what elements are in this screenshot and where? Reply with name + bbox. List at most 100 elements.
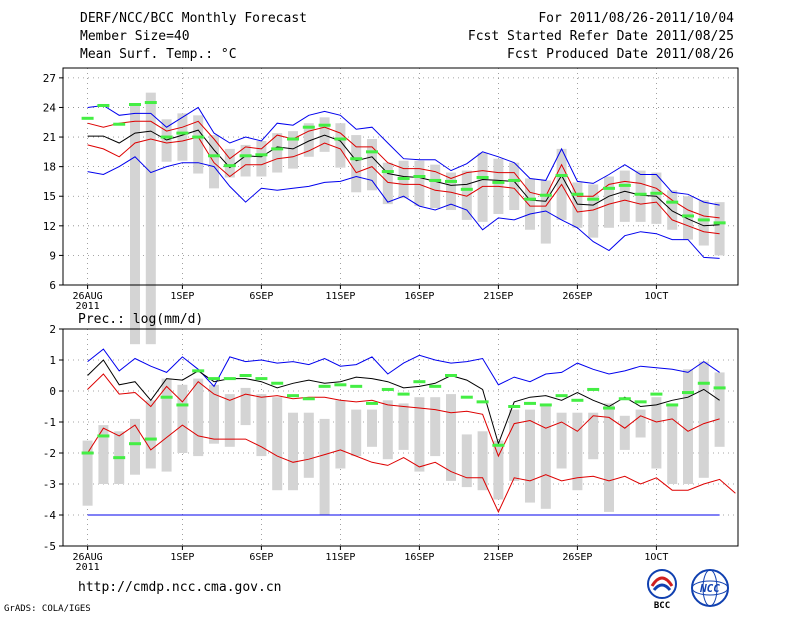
observed-mark <box>587 387 600 391</box>
ensemble-box <box>335 400 346 469</box>
ensemble-box <box>667 406 678 484</box>
ensemble-box <box>604 176 614 228</box>
ensemble-box <box>430 164 441 209</box>
observed-mark <box>223 377 236 381</box>
x-tick-label: 1SEP <box>170 291 194 302</box>
observed-mark <box>144 101 157 105</box>
y-tick-label: 12 <box>43 220 56 233</box>
ensemble-box <box>177 113 188 161</box>
ensemble-box <box>272 133 283 173</box>
ensemble-box <box>335 123 346 168</box>
observed-mark <box>571 398 584 402</box>
ensemble-box <box>193 115 204 174</box>
ensemble-box <box>446 394 456 481</box>
observed-mark <box>618 183 631 187</box>
ensemble-box <box>398 403 409 450</box>
y-tick-label: 15 <box>43 190 56 203</box>
observed-mark <box>160 395 173 399</box>
source-url[interactable]: http://cmdp.ncc.cma.gov.cn <box>78 580 282 595</box>
ensemble-box <box>382 162 393 205</box>
observed-mark <box>129 442 141 446</box>
x-tick-label: 26SEP <box>562 291 592 302</box>
ensemble-box <box>414 160 425 207</box>
observed-mark <box>239 154 252 158</box>
x-tick-label: 26SEP <box>562 552 592 563</box>
y-tick-label: 6 <box>49 279 56 292</box>
observed-mark <box>555 394 568 398</box>
observed-mark <box>460 187 473 191</box>
ensemble-box <box>477 152 488 222</box>
ensemble-box <box>240 387 251 426</box>
ensemble-box <box>130 418 140 475</box>
observed-mark <box>666 200 679 204</box>
ensemble-box <box>635 409 646 438</box>
refer-date: Fcst Started Refer Date 2011/08/25 <box>467 29 734 44</box>
ensemble-box <box>461 434 472 488</box>
bcc-logo: BCC <box>647 569 677 610</box>
ensemble-box <box>145 92 156 345</box>
observed-mark <box>255 377 268 381</box>
observed-mark <box>666 403 679 407</box>
ensemble-box <box>351 409 362 457</box>
observed-mark <box>650 392 663 396</box>
ensemble-box <box>698 200 709 246</box>
ensemble-box <box>509 409 520 481</box>
observed-mark <box>334 137 347 141</box>
ensemble-box <box>288 412 298 491</box>
observed-mark <box>508 405 521 408</box>
observed-mark <box>271 381 284 385</box>
x-tick-label: 1OCT <box>644 291 668 302</box>
forecast-period: For 2011/08/26-2011/10/04 <box>538 11 734 26</box>
series-line-mean <box>87 129 720 227</box>
observed-mark <box>176 403 189 407</box>
ensemble-box <box>493 440 504 500</box>
x-tick-label: 16SEP <box>404 552 434 563</box>
ensemble-box <box>240 144 251 177</box>
ensemble-box <box>272 397 283 491</box>
produced-date: Fcst Produced Date 2011/08/26 <box>507 47 734 62</box>
observed-mark <box>460 395 473 399</box>
observed-mark <box>508 178 521 182</box>
observed-mark <box>208 377 220 381</box>
y-tick-label: 1 <box>49 354 56 367</box>
ensemble-box <box>714 202 725 256</box>
observed-mark <box>381 387 394 391</box>
ensemble-box <box>698 361 709 478</box>
ensemble-box <box>651 172 662 224</box>
observed-mark <box>287 394 299 398</box>
ensemble-box <box>367 139 377 191</box>
plot-frame <box>62 67 739 286</box>
observed-mark <box>239 374 252 377</box>
ensemble-box <box>683 369 693 484</box>
x-tick-label: 21SEP <box>483 291 513 302</box>
observed-mark <box>555 174 568 178</box>
observed-mark <box>81 116 94 120</box>
ensemble-box <box>683 196 693 240</box>
observed-mark <box>223 164 236 168</box>
bcc-logo-wave <box>652 583 672 591</box>
ensemble-box <box>288 131 298 169</box>
ensemble-box <box>382 400 393 460</box>
ensemble-box <box>130 103 140 345</box>
plot-frame <box>62 328 739 547</box>
observed-mark <box>81 451 94 455</box>
ensemble-box <box>461 170 472 220</box>
observed-mark <box>713 386 726 390</box>
x-tick-sublabel: 2011 <box>76 301 100 312</box>
ensemble-box <box>256 140 267 177</box>
ensemble-box <box>209 135 219 189</box>
member-size-label: Member Size=40 <box>80 29 190 44</box>
ensemble-box <box>556 412 567 469</box>
grads-credit: GrADS: COLA/IGES <box>4 604 91 614</box>
observed-mark <box>429 178 442 182</box>
x-tick-label: 6SEP <box>249 552 273 563</box>
ensemble-box <box>619 170 630 222</box>
observed-mark <box>429 384 442 388</box>
ensemble-box <box>667 190 678 230</box>
ensemble-box <box>319 418 330 515</box>
ensemble-box <box>209 384 219 444</box>
ensemble-box <box>509 162 520 211</box>
observed-mark <box>413 175 426 178</box>
observed-mark <box>524 401 536 405</box>
ensemble-box <box>714 372 725 447</box>
